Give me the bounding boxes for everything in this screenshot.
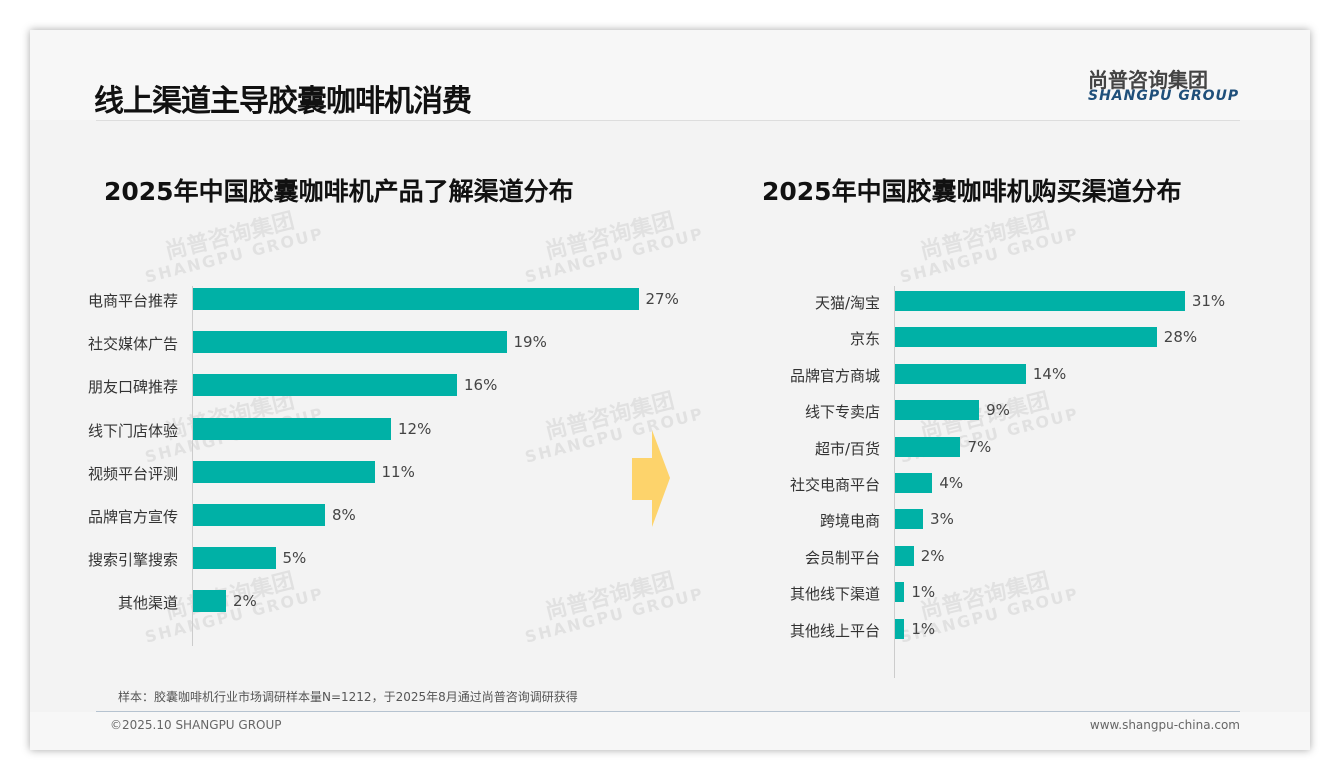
bar (895, 582, 905, 603)
category-label: 社交电商平台 (789, 476, 880, 494)
data-label: 1% (911, 583, 936, 602)
bar (895, 509, 924, 530)
category-label: 电商平台推荐 (87, 292, 178, 310)
data-label: 2% (233, 592, 257, 611)
footer-divider (96, 711, 1240, 712)
data-label: 3% (930, 510, 954, 529)
bar (193, 504, 325, 526)
bar (193, 288, 639, 310)
bar (895, 545, 914, 566)
category-label: 搜索引擎搜索 (87, 551, 178, 570)
data-label: 14% (1032, 364, 1067, 383)
arrow-icon (632, 430, 670, 527)
category-label: 跨境电商 (819, 512, 880, 531)
data-label: 4% (939, 474, 964, 492)
bar (895, 473, 933, 493)
data-label: 5% (282, 549, 307, 568)
data-label: 8% (332, 506, 356, 524)
website-url: www.shangpu-china.com (1089, 718, 1240, 732)
bar (895, 327, 1157, 348)
data-label: 2% (920, 546, 945, 565)
bar (193, 460, 375, 483)
bar (193, 590, 226, 613)
slide: 线上渠道主导胶囊咖啡机消费 尚普咨询集团 SHANGPU GROUP 尚普咨询集… (30, 30, 1310, 750)
category-label: 京东 (849, 330, 880, 349)
category-label: 其他渠道 (117, 594, 178, 613)
category-label: 超市/百货 (814, 439, 880, 458)
footer (30, 712, 1310, 750)
data-label: 1% (911, 619, 936, 638)
category-label: 品牌官方商城 (789, 366, 880, 385)
bar (895, 436, 961, 457)
header-divider (96, 120, 1240, 121)
bar (193, 374, 457, 397)
logo-en: SHANGPU GROUP (1088, 88, 1240, 104)
data-label: 27% (645, 290, 679, 308)
category-label: 线下专卖店 (804, 403, 880, 422)
category-label: 视频平台评测 (87, 464, 178, 483)
data-label: 19% (513, 333, 547, 352)
header (30, 30, 1310, 120)
category-label: 线下门店体验 (87, 421, 178, 440)
chart-title-right: 2025年中国胶囊咖啡机购买渠道分布 (762, 177, 1182, 206)
category-label: 天猫/淘宝 (814, 294, 880, 312)
category-label: 其他线下渠道 (789, 585, 880, 604)
y-axis (192, 286, 193, 646)
copyright: ©2025.10 SHANGPU GROUP (110, 718, 282, 732)
bar (895, 363, 1026, 384)
bar (895, 618, 905, 639)
bar (193, 417, 391, 440)
data-label: 9% (986, 401, 1010, 420)
data-label: 11% (381, 462, 415, 481)
bar (193, 547, 276, 570)
category-label: 朋友口碑推荐 (87, 378, 178, 397)
logo-cn: 尚普咨询集团 (1088, 68, 1208, 92)
data-label: 31% (1191, 292, 1226, 310)
bar (193, 331, 507, 354)
page-title: 线上渠道主导胶囊咖啡机消费 (94, 84, 472, 119)
chart-title-left: 2025年中国胶囊咖啡机产品了解渠道分布 (104, 177, 574, 206)
bar (895, 291, 1185, 311)
sample-note: 样本：胶囊咖啡机行业市场调研样本量N=1212，于2025年8月通过尚普咨询调研… (118, 690, 578, 704)
data-label: 16% (464, 376, 498, 395)
data-label: 28% (1163, 328, 1198, 347)
category-label: 会员制平台 (804, 548, 880, 567)
data-label: 7% (967, 437, 992, 456)
category-label: 社交媒体广告 (87, 335, 178, 354)
y-axis (894, 286, 895, 678)
category-label: 其他线上平台 (789, 621, 880, 640)
data-label: 12% (398, 419, 432, 438)
category-label: 品牌官方宣传 (87, 508, 178, 526)
bar (895, 400, 980, 421)
